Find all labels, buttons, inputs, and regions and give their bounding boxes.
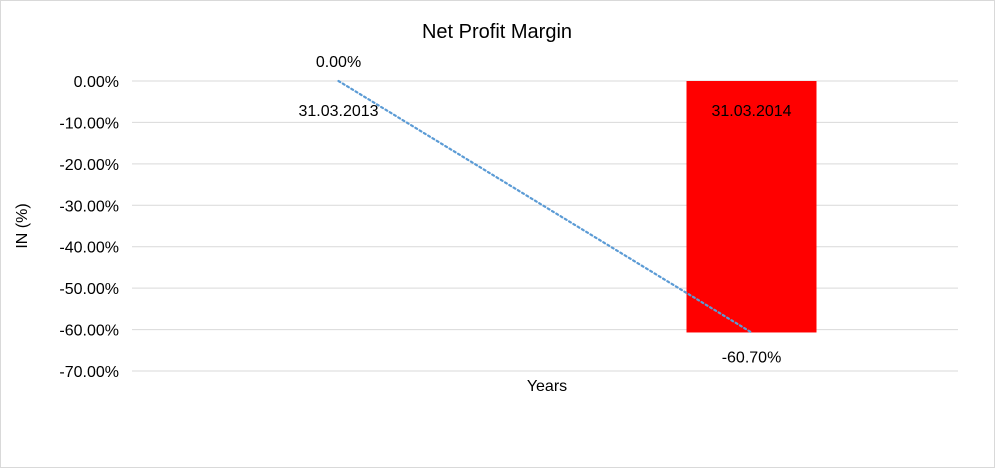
category-label: 31.03.2014	[711, 103, 791, 120]
y-axis-label: IN (%)	[14, 203, 31, 248]
y-tick-label: -20.00%	[59, 157, 119, 174]
value-label: 0.00%	[316, 54, 361, 71]
trendline-layer	[337, 79, 753, 334]
y-tick-label: -60.00%	[59, 323, 119, 340]
chart-title: Net Profit Margin	[422, 21, 572, 43]
bar-layer	[686, 81, 817, 333]
category-label: 31.03.2013	[298, 103, 378, 120]
y-tick-label: -40.00%	[59, 240, 119, 257]
y-tick-label: 0.00%	[74, 74, 119, 91]
y-tick-labels: 0.00% -10.00% -20.00% -30.00% -40.00% -50.00%…	[59, 74, 119, 381]
value-label: -60.70%	[722, 349, 782, 366]
data-labels: 0.00% 31.03.2013 -60.70% 31.03.2014	[298, 54, 791, 366]
grid-layer	[132, 80, 958, 372]
bar	[686, 81, 817, 333]
y-tick-label: -30.00%	[59, 198, 119, 215]
trendline	[337, 79, 753, 334]
y-tick-label: -10.00%	[59, 115, 119, 132]
x-axis-label: Years	[527, 378, 567, 395]
y-tick-label: -50.00%	[59, 281, 119, 298]
y-tick-label: -70.00%	[59, 364, 119, 381]
